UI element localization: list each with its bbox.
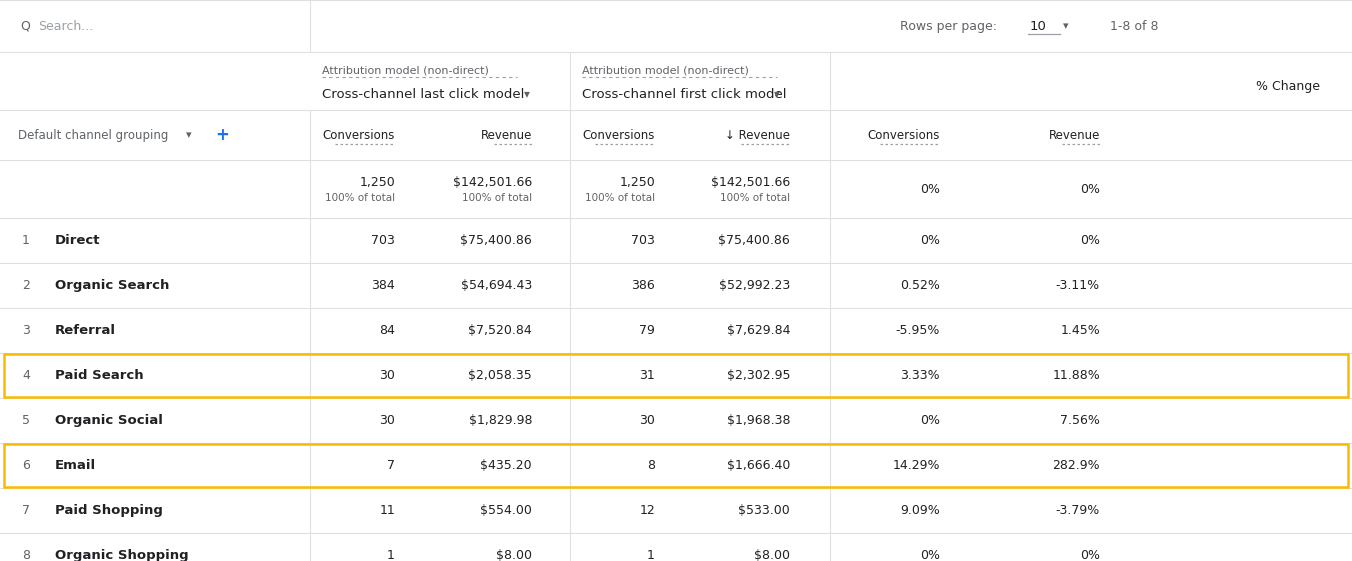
- Text: 100% of total: 100% of total: [324, 193, 395, 203]
- Text: ▾: ▾: [1063, 21, 1068, 31]
- Text: 0.52%: 0.52%: [900, 279, 940, 292]
- Text: 11: 11: [380, 504, 395, 517]
- Text: ▾: ▾: [187, 130, 192, 140]
- Text: 8: 8: [22, 549, 30, 561]
- Text: Rows per page:: Rows per page:: [900, 20, 996, 33]
- Text: Q: Q: [20, 20, 30, 33]
- Text: Conversions: Conversions: [868, 128, 940, 141]
- Text: $75,400.86: $75,400.86: [718, 234, 790, 247]
- Text: $2,058.35: $2,058.35: [468, 369, 531, 382]
- Text: 384: 384: [372, 279, 395, 292]
- Text: $1,829.98: $1,829.98: [469, 414, 531, 427]
- Text: ▾: ▾: [525, 88, 530, 100]
- Text: Paid Search: Paid Search: [55, 369, 143, 382]
- Text: ↓ Revenue: ↓ Revenue: [725, 128, 790, 141]
- Text: 1,250: 1,250: [619, 176, 654, 188]
- Text: Organic Search: Organic Search: [55, 279, 169, 292]
- Text: Cross-channel first click model: Cross-channel first click model: [581, 88, 787, 100]
- Text: Default channel grouping: Default channel grouping: [18, 128, 169, 141]
- Bar: [4, 444, 1348, 487]
- Text: Email: Email: [55, 459, 96, 472]
- Text: $7,520.84: $7,520.84: [468, 324, 531, 337]
- Text: 386: 386: [631, 279, 654, 292]
- Text: 79: 79: [639, 324, 654, 337]
- Text: 30: 30: [379, 414, 395, 427]
- Text: -3.11%: -3.11%: [1056, 279, 1101, 292]
- Text: Paid Shopping: Paid Shopping: [55, 504, 162, 517]
- Text: $54,694.43: $54,694.43: [461, 279, 531, 292]
- Text: 0%: 0%: [919, 549, 940, 561]
- Text: 9.09%: 9.09%: [900, 504, 940, 517]
- Text: 0%: 0%: [1080, 182, 1101, 195]
- Text: 84: 84: [379, 324, 395, 337]
- Text: 2: 2: [22, 279, 30, 292]
- Text: 0%: 0%: [919, 414, 940, 427]
- Text: Conversions: Conversions: [583, 128, 654, 141]
- Text: $75,400.86: $75,400.86: [460, 234, 531, 247]
- Text: 1,250: 1,250: [360, 176, 395, 188]
- Text: 0%: 0%: [1080, 234, 1101, 247]
- Text: 0%: 0%: [919, 182, 940, 195]
- Text: $435.20: $435.20: [480, 459, 531, 472]
- Text: Conversions: Conversions: [323, 128, 395, 141]
- Text: Organic Social: Organic Social: [55, 414, 162, 427]
- Text: 1.45%: 1.45%: [1060, 324, 1101, 337]
- Text: 30: 30: [639, 414, 654, 427]
- Text: 100% of total: 100% of total: [719, 193, 790, 203]
- Text: 11.88%: 11.88%: [1052, 369, 1101, 382]
- Text: 703: 703: [372, 234, 395, 247]
- Text: 7: 7: [387, 459, 395, 472]
- Text: $533.00: $533.00: [738, 504, 790, 517]
- Text: Revenue: Revenue: [480, 128, 531, 141]
- Text: Revenue: Revenue: [1049, 128, 1101, 141]
- Text: 1-8 of 8: 1-8 of 8: [1110, 20, 1159, 33]
- Text: $2,302.95: $2,302.95: [726, 369, 790, 382]
- Text: 8: 8: [648, 459, 654, 472]
- Text: 12: 12: [639, 504, 654, 517]
- Text: $1,666.40: $1,666.40: [726, 459, 790, 472]
- Text: 7: 7: [22, 504, 30, 517]
- Text: 1: 1: [387, 549, 395, 561]
- Text: -3.79%: -3.79%: [1056, 504, 1101, 517]
- Text: 100% of total: 100% of total: [462, 193, 531, 203]
- Text: 1: 1: [22, 234, 30, 247]
- Text: 4: 4: [22, 369, 30, 382]
- Text: +: +: [215, 126, 228, 144]
- Text: 1: 1: [648, 549, 654, 561]
- Text: 30: 30: [379, 369, 395, 382]
- Text: 7.56%: 7.56%: [1060, 414, 1101, 427]
- Text: Direct: Direct: [55, 234, 100, 247]
- Text: 5: 5: [22, 414, 30, 427]
- Text: Attribution model (non-direct): Attribution model (non-direct): [581, 65, 749, 75]
- Text: $1,968.38: $1,968.38: [726, 414, 790, 427]
- Text: Search...: Search...: [38, 20, 93, 33]
- Text: 3: 3: [22, 324, 30, 337]
- Text: 31: 31: [639, 369, 654, 382]
- Text: 10: 10: [1030, 20, 1046, 33]
- Text: -5.95%: -5.95%: [895, 324, 940, 337]
- Text: $142,501.66: $142,501.66: [711, 176, 790, 188]
- Text: $142,501.66: $142,501.66: [453, 176, 531, 188]
- Text: Referral: Referral: [55, 324, 116, 337]
- Text: % Change: % Change: [1256, 80, 1320, 93]
- Text: 6: 6: [22, 459, 30, 472]
- Text: 0%: 0%: [1080, 549, 1101, 561]
- Text: ▾: ▾: [773, 88, 780, 100]
- Text: 14.29%: 14.29%: [892, 459, 940, 472]
- Text: $554.00: $554.00: [480, 504, 531, 517]
- Text: 282.9%: 282.9%: [1052, 459, 1101, 472]
- Text: Attribution model (non-direct): Attribution model (non-direct): [322, 65, 489, 75]
- Text: 703: 703: [631, 234, 654, 247]
- Text: 100% of total: 100% of total: [585, 193, 654, 203]
- Text: $7,629.84: $7,629.84: [726, 324, 790, 337]
- Text: Organic Shopping: Organic Shopping: [55, 549, 189, 561]
- Text: Cross-channel last click model: Cross-channel last click model: [322, 88, 525, 100]
- Text: $8.00: $8.00: [754, 549, 790, 561]
- Text: 0%: 0%: [919, 234, 940, 247]
- Text: $52,992.23: $52,992.23: [719, 279, 790, 292]
- Text: $8.00: $8.00: [496, 549, 531, 561]
- Bar: [4, 354, 1348, 397]
- Text: 3.33%: 3.33%: [900, 369, 940, 382]
